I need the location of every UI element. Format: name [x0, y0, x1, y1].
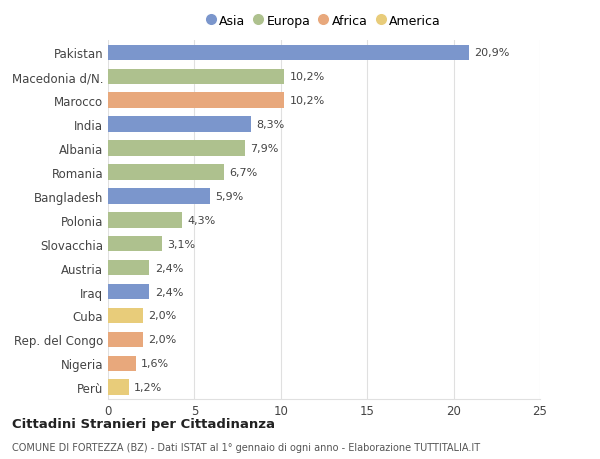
Text: 7,9%: 7,9% [250, 144, 278, 154]
Bar [108, 189, 210, 204]
Bar [108, 69, 284, 85]
Bar [108, 308, 143, 324]
Text: 2,0%: 2,0% [148, 311, 176, 321]
Text: 2,4%: 2,4% [155, 287, 183, 297]
Bar [108, 117, 251, 133]
Text: 4,3%: 4,3% [187, 215, 216, 225]
Text: COMUNE DI FORTEZZA (BZ) - Dati ISTAT al 1° gennaio di ogni anno - Elaborazione T: COMUNE DI FORTEZZA (BZ) - Dati ISTAT al … [12, 442, 480, 452]
Text: 5,9%: 5,9% [215, 191, 244, 202]
Bar [108, 236, 161, 252]
Bar [108, 165, 224, 180]
Text: Cittadini Stranieri per Cittadinanza: Cittadini Stranieri per Cittadinanza [12, 417, 275, 430]
Bar [108, 141, 245, 157]
Bar [108, 260, 149, 276]
Text: 2,4%: 2,4% [155, 263, 183, 273]
Text: 3,1%: 3,1% [167, 239, 195, 249]
Text: 2,0%: 2,0% [148, 335, 176, 345]
Text: 1,6%: 1,6% [141, 358, 169, 369]
Bar [108, 332, 143, 347]
Bar [108, 284, 149, 300]
Legend: Asia, Europa, Africa, America: Asia, Europa, Africa, America [204, 11, 444, 32]
Text: 1,2%: 1,2% [134, 382, 162, 392]
Text: 6,7%: 6,7% [229, 168, 257, 178]
Bar [108, 356, 136, 371]
Bar [108, 93, 284, 109]
Bar [108, 45, 469, 61]
Text: 20,9%: 20,9% [475, 48, 510, 58]
Bar [108, 213, 182, 228]
Bar [108, 380, 129, 395]
Text: 10,2%: 10,2% [289, 72, 325, 82]
Text: 10,2%: 10,2% [289, 96, 325, 106]
Text: 8,3%: 8,3% [257, 120, 285, 130]
